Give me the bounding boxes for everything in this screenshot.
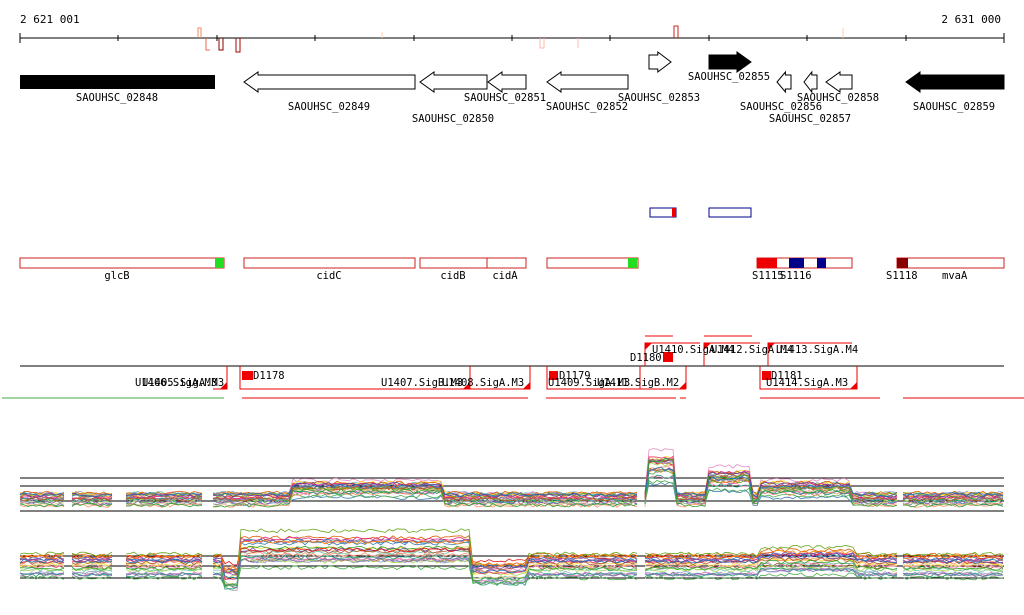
operon-box[interactable]	[896, 257, 1005, 269]
operon-label: glcB	[104, 270, 129, 282]
gene-label: SAOUHSC_02851	[464, 92, 546, 104]
transcription-unit-track: D1180 U1410.SigA.M4 U1412.SigA.M4 U1413.…	[2, 335, 1024, 399]
unit-label: D1179	[559, 370, 591, 382]
ruler-end-label: 2 631 000	[941, 13, 1001, 26]
operon-label: cidA	[492, 270, 518, 282]
unit-label: U1407.SigB.M3	[381, 377, 463, 389]
unit-label: U1408.SigA.M3	[442, 377, 524, 389]
gene-label: SAOUHSC_02850	[412, 113, 494, 125]
operon-label: cidB	[440, 270, 465, 282]
operon-marker	[897, 258, 908, 268]
operon-box[interactable]	[243, 257, 416, 269]
gene-label: SAOUHSC_02857	[769, 113, 851, 125]
operon-label: S1116	[780, 270, 812, 282]
operon-box[interactable]	[419, 257, 488, 269]
unit-label: D1180	[630, 352, 662, 364]
gene-label: SAOUHSC_02848	[76, 92, 158, 104]
gene-label: SAOUHSC_02856	[740, 101, 822, 113]
operon-label: S1115	[752, 270, 784, 282]
gene-label: SAOUHSC_02859	[913, 101, 995, 113]
gene-arrow[interactable]	[243, 71, 416, 93]
operon-marker	[789, 258, 804, 268]
gene-arrow[interactable]	[776, 70, 792, 94]
gene-arrow[interactable]	[708, 51, 752, 73]
operon-label: mvaA	[942, 270, 968, 282]
unit-label: U1411.SigB.M2	[597, 377, 679, 389]
unit-label: U1410.SigA.M4	[652, 344, 734, 356]
unit-label: U1409.SigA.M3	[548, 377, 630, 389]
operon-label: cidC	[316, 270, 341, 282]
operon-marker	[628, 258, 637, 268]
expression-profiles	[19, 448, 1004, 591]
operon-marker	[757, 258, 777, 268]
gene-track: SAOUHSC_02848 SAOUHSC_02849 SAOUHSC_02850 S…	[20, 50, 1005, 125]
feature-small-boxes	[649, 207, 752, 218]
unit-label: U1414.SigA.M3	[766, 377, 848, 389]
gene-arrow[interactable]	[546, 71, 629, 93]
operon-box[interactable]	[546, 257, 639, 269]
gene-label: SAOUHSC_02849	[288, 101, 370, 113]
gene-label: SAOUHSC_02855	[688, 71, 770, 83]
operon-label: S1118	[886, 270, 918, 282]
unit-label: D1178	[253, 370, 285, 382]
gene-label: SAOUHSC_02853	[618, 92, 700, 104]
unit-label: U1406.SigA.M3	[135, 377, 217, 389]
gene-label: SAOUHSC_02852	[546, 101, 628, 113]
gene-arrow[interactable]	[803, 70, 818, 94]
unit-label: U1413.SigA.M4	[776, 344, 858, 356]
gene-arrow[interactable]	[20, 75, 215, 89]
gene-arrow[interactable]	[825, 71, 853, 93]
unit-label: U1405.SigA.M3	[142, 377, 224, 389]
unit-label: D1181	[771, 370, 803, 382]
coordinate-ruler: 2 621 001 2 631 000	[19, 13, 1005, 53]
operon-marker	[817, 258, 826, 268]
gene-arrow[interactable]	[648, 50, 672, 74]
operon-marker	[215, 258, 224, 268]
operon-box[interactable]	[486, 257, 527, 269]
gene-arrow[interactable]	[419, 71, 488, 93]
gene-arrow[interactable]	[905, 71, 1005, 93]
operon-box[interactable]	[19, 257, 225, 269]
ruler-signal-marks	[197, 25, 844, 53]
gene-label: SAOUHSC_02858	[797, 92, 879, 104]
unit-label: U1412.SigA.M4	[711, 344, 793, 356]
gene-arrow[interactable]	[487, 71, 527, 93]
ruler-start-label: 2 621 001	[20, 13, 80, 26]
